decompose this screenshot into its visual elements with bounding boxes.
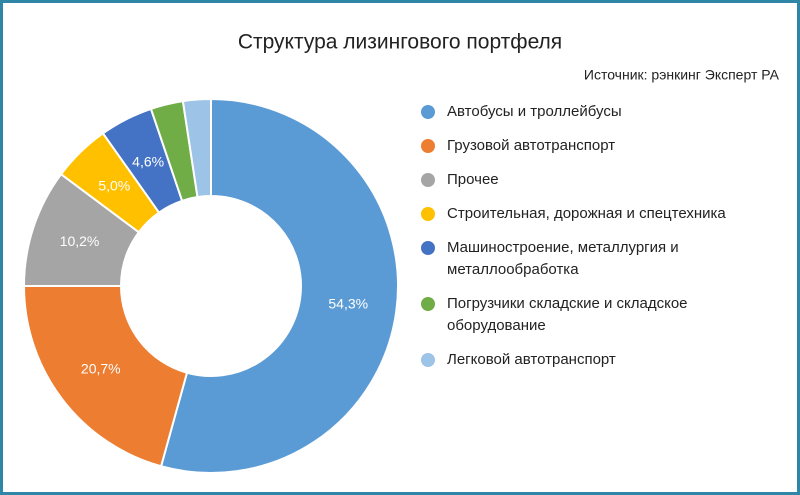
legend-item: Автобусы и троллейбусы	[421, 101, 771, 123]
legend-label: Грузовой автотранспорт	[447, 137, 616, 154]
legend-label: Автобусы и троллейбусы	[447, 103, 622, 120]
legend-label: Погрузчики складские и складское оборудо…	[447, 295, 688, 334]
legend-item: Строительная, дорожная и спецтехника	[421, 203, 771, 225]
chart-title: Структура лизингового портфеля	[238, 31, 562, 54]
legend-label: Строительная, дорожная и спецтехника	[447, 205, 726, 222]
value-label: 4,6%	[132, 153, 164, 169]
legend: Автобусы и троллейбусы Грузовой автотранс…	[421, 101, 771, 383]
legend-marker	[421, 207, 435, 221]
slice	[181, 97, 212, 199]
legend-marker	[421, 139, 435, 153]
slice	[159, 97, 399, 474]
chart-subtitle: Источник: рэнкинг Эксперт РА	[584, 67, 780, 83]
value-label: 5,0%	[98, 178, 130, 194]
legend-marker	[421, 105, 435, 119]
chart: Структура лизингового портфеля Источник:…	[22, 31, 780, 474]
legend-item: Машиностроение, металлургия и металлообр…	[421, 237, 771, 281]
legend-label: Прочее	[447, 171, 499, 188]
legend-marker	[421, 353, 435, 367]
value-label: 20,7%	[81, 361, 121, 377]
legend-marker	[421, 297, 435, 311]
legend-item: Погрузчики складские и складское оборудо…	[421, 293, 771, 337]
legend-marker	[421, 173, 435, 187]
legend-item: Прочее	[421, 169, 771, 191]
slice	[22, 285, 189, 468]
legend-item: Легковой автотранспорт	[421, 349, 771, 371]
value-label: 10,2%	[60, 233, 100, 249]
legend-label: Машиностроение, металлургия и металлообр…	[447, 239, 679, 278]
legend-marker	[421, 241, 435, 255]
legend-item: Грузовой автотранспорт	[421, 135, 771, 157]
value-label: 54,3%	[328, 295, 368, 311]
legend-label: Легковой автотранспорт	[447, 351, 616, 368]
